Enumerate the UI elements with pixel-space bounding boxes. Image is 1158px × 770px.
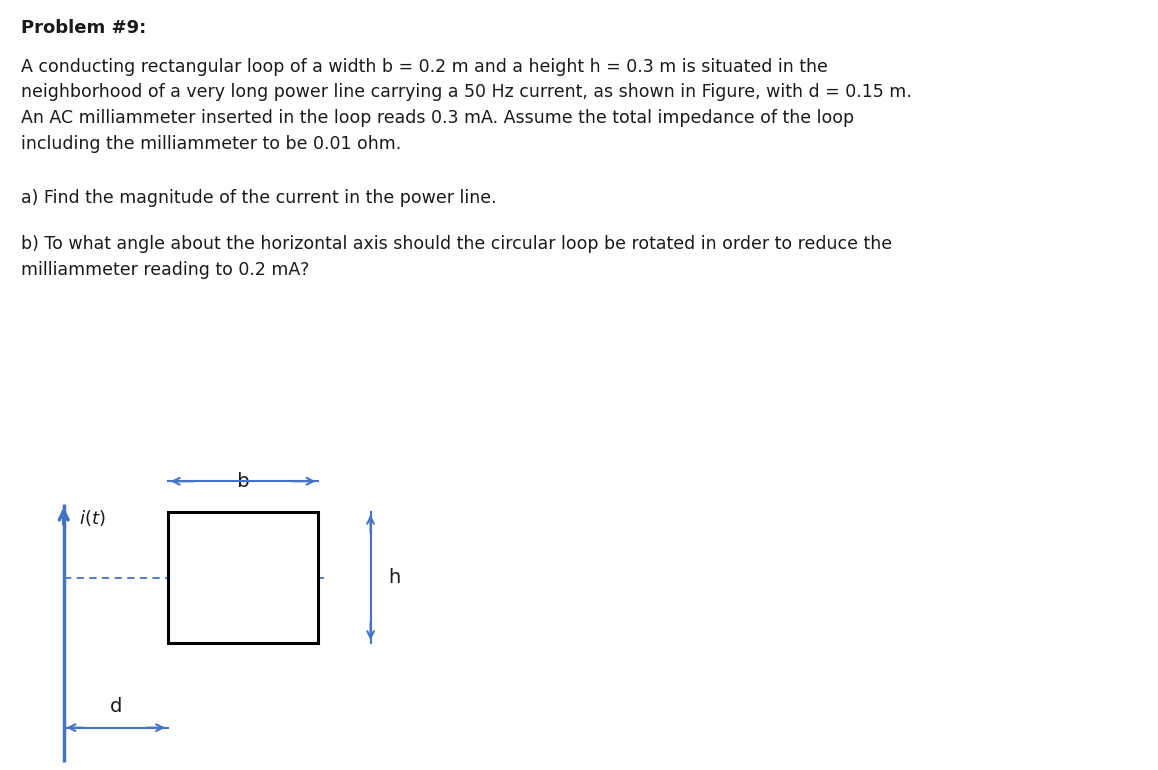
Text: $i(t)$: $i(t)$	[79, 508, 105, 528]
Text: d: d	[110, 697, 122, 716]
Text: a) Find the magnitude of the current in the power line.: a) Find the magnitude of the current in …	[21, 189, 497, 206]
Text: h: h	[388, 568, 401, 587]
Bar	[168, 512, 318, 643]
Text: Problem #9:: Problem #9:	[21, 19, 146, 37]
Text: A conducting rectangular loop of a width b = 0.2 m and a height h = 0.3 m is sit: A conducting rectangular loop of a width…	[21, 58, 911, 153]
Text: b: b	[230, 472, 256, 490]
Text: b) To what angle about the horizontal axis should the circular loop be rotated i: b) To what angle about the horizontal ax…	[21, 235, 892, 279]
